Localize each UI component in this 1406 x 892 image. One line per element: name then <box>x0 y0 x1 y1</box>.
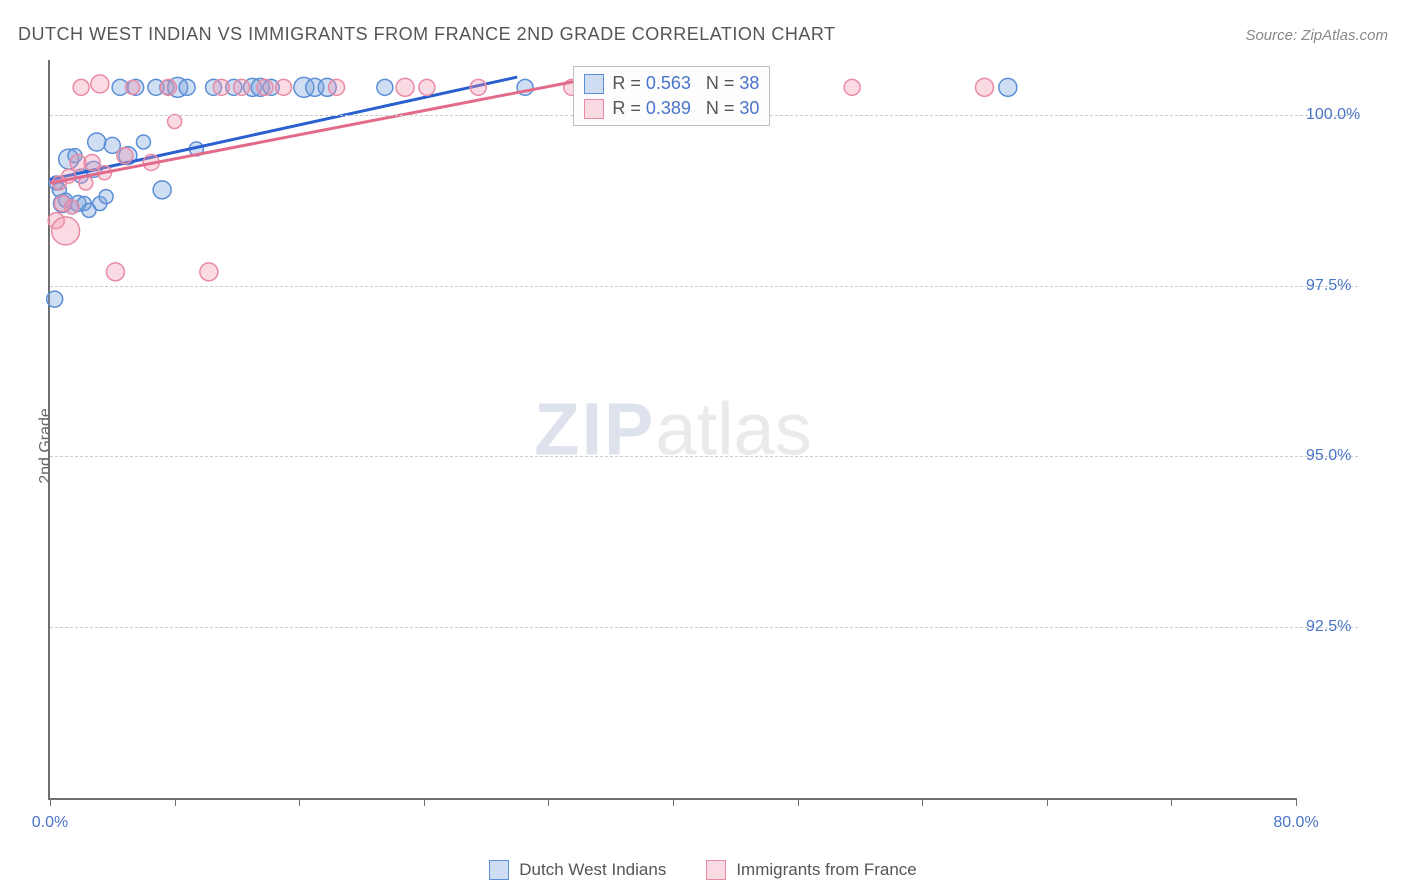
data-point <box>377 79 393 95</box>
data-point <box>329 79 345 95</box>
y-tick-label: 95.0% <box>1306 447 1396 465</box>
plot-area: ZIPatlas 92.5%95.0%97.5%100.0%0.0%80.0%R… <box>48 60 1296 800</box>
legend-label-1: Dutch West Indians <box>519 860 666 880</box>
data-point <box>976 78 994 96</box>
gridline <box>50 286 1358 287</box>
x-tick <box>673 798 674 806</box>
x-tick <box>299 798 300 806</box>
gridline <box>50 456 1358 457</box>
y-tick-label: 92.5% <box>1306 618 1396 636</box>
data-point <box>999 78 1017 96</box>
data-point <box>470 79 486 95</box>
x-tick <box>175 798 176 806</box>
stats-swatch <box>584 99 604 119</box>
data-point <box>257 79 273 95</box>
data-point <box>52 217 80 245</box>
data-point <box>844 79 860 95</box>
data-point <box>106 263 124 281</box>
x-tick <box>548 798 549 806</box>
legend-swatch-2 <box>706 860 726 880</box>
data-point <box>65 200 79 214</box>
x-tick <box>1047 798 1048 806</box>
data-point <box>213 79 229 95</box>
gridline <box>50 627 1358 628</box>
stats-swatch <box>584 74 604 94</box>
stats-box: R = 0.563 N = 38 R = 0.389 N = 30 <box>573 66 770 126</box>
data-point <box>168 115 182 129</box>
x-tick-label: 80.0% <box>1273 814 1318 832</box>
stats-row: R = 0.563 N = 38 <box>584 71 759 96</box>
data-point <box>153 181 171 199</box>
legend-item-1: Dutch West Indians <box>489 860 666 880</box>
x-tick <box>1296 798 1297 806</box>
stats-row: R = 0.389 N = 30 <box>584 96 759 121</box>
data-point <box>136 135 150 149</box>
x-tick-label: 0.0% <box>32 814 68 832</box>
x-tick <box>798 798 799 806</box>
data-point <box>419 79 435 95</box>
source-label: Source: ZipAtlas.com <box>1245 27 1388 44</box>
legend-swatch-1 <box>489 860 509 880</box>
data-point <box>396 78 414 96</box>
legend-label-2: Immigrants from France <box>736 860 916 880</box>
data-point <box>47 291 63 307</box>
stats-text: R = 0.389 N = 30 <box>612 98 759 119</box>
data-point <box>234 79 250 95</box>
x-tick <box>922 798 923 806</box>
data-point <box>88 133 106 151</box>
chart-title: DUTCH WEST INDIAN VS IMMIGRANTS FROM FRA… <box>18 24 836 45</box>
data-point <box>73 79 89 95</box>
x-tick <box>424 798 425 806</box>
data-point <box>200 263 218 281</box>
scatter-svg <box>50 60 1296 798</box>
data-point <box>91 75 109 93</box>
data-point <box>84 155 100 171</box>
legend-item-2: Immigrants from France <box>706 860 916 880</box>
data-point <box>126 80 140 94</box>
data-point <box>160 79 176 95</box>
data-point <box>99 190 113 204</box>
x-tick <box>1171 798 1172 806</box>
data-point <box>179 79 195 95</box>
y-tick-label: 100.0% <box>1306 106 1396 124</box>
x-tick <box>50 798 51 806</box>
stats-text: R = 0.563 N = 38 <box>612 73 759 94</box>
bottom-legend: Dutch West Indians Immigrants from Franc… <box>0 860 1406 880</box>
data-point <box>276 79 292 95</box>
y-tick-label: 97.5% <box>1306 277 1396 295</box>
data-point <box>117 148 133 164</box>
